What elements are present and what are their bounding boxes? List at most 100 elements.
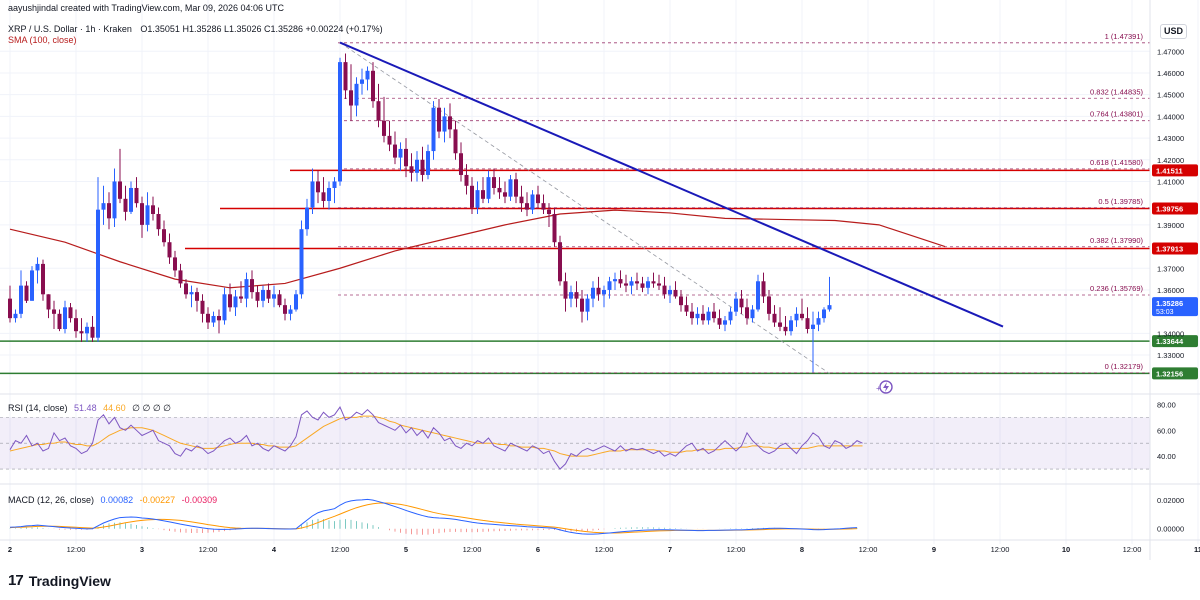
price-tick-label: 1.46000 bbox=[1157, 69, 1184, 78]
candle-body bbox=[299, 229, 304, 295]
currency-badge[interactable]: USD bbox=[1160, 24, 1188, 39]
candle-body bbox=[437, 107, 441, 132]
candle-body bbox=[558, 242, 562, 282]
fib-label: 0.618 (1.41580) bbox=[1090, 158, 1143, 167]
bearish-trendline[interactable] bbox=[339, 41, 1004, 328]
candle-body bbox=[371, 70, 375, 102]
time-tick-label: 12:00 bbox=[199, 545, 218, 554]
candle-body bbox=[360, 79, 364, 84]
candle-body bbox=[470, 185, 474, 208]
time-tick-label: 4 bbox=[272, 545, 277, 554]
candle-body bbox=[30, 270, 34, 301]
candle-body bbox=[640, 283, 645, 288]
tradingview-mark-icon: 17 bbox=[8, 572, 24, 589]
candle-body bbox=[453, 129, 458, 154]
countdown-text: 53:03 bbox=[1156, 309, 1174, 316]
rsi-ma-value: 44.60 bbox=[103, 403, 126, 413]
candle-body bbox=[503, 192, 507, 197]
candle-body bbox=[283, 305, 287, 314]
candle-body bbox=[387, 135, 392, 145]
candle-body bbox=[739, 298, 744, 308]
fib-retracement[interactable]: 1 (1.47391) 0.832 (1.44835) 0.764 (1.43801… bbox=[338, 32, 1150, 374]
candle-body bbox=[255, 292, 260, 301]
candle-body bbox=[800, 313, 804, 319]
price-tick-label: 1.34000 bbox=[1157, 329, 1184, 338]
candle-body bbox=[354, 83, 359, 106]
last-price-badge bbox=[1152, 297, 1198, 317]
candle-body bbox=[79, 331, 84, 334]
candle-body bbox=[145, 205, 150, 225]
candle-body bbox=[74, 318, 78, 332]
fib-label: 0.764 (1.43801) bbox=[1090, 110, 1143, 119]
time-tick-label: 3 bbox=[140, 545, 144, 554]
candle-body bbox=[657, 283, 661, 286]
candle-body bbox=[200, 300, 205, 314]
candle-body bbox=[706, 311, 711, 321]
candle-body bbox=[222, 294, 227, 321]
price-tick-label: 1.47000 bbox=[1157, 47, 1184, 56]
time-tick-label: 12:00 bbox=[727, 545, 746, 554]
candle-body bbox=[250, 279, 254, 293]
time-tick-label: 12:00 bbox=[67, 545, 86, 554]
candle-body bbox=[107, 203, 111, 219]
candle-body bbox=[596, 287, 601, 295]
fib-label: 0 (1.32179) bbox=[1105, 362, 1144, 371]
candle-body bbox=[734, 298, 738, 312]
candle-body bbox=[310, 181, 315, 208]
sma-100-line bbox=[9, 209, 946, 289]
time-tick-label: 10 bbox=[1062, 545, 1070, 554]
candle-body bbox=[569, 292, 573, 299]
sma-legend[interactable]: SMA (100, close) bbox=[8, 35, 77, 45]
fib-label: 0.236 (1.35769) bbox=[1090, 284, 1143, 293]
macd-line bbox=[9, 498, 858, 535]
fib-label: 1 (1.47391) bbox=[1105, 32, 1144, 41]
candle-body bbox=[57, 313, 62, 330]
candle-body bbox=[376, 101, 381, 121]
macd-legend[interactable]: MACD (12, 26, close) 0.00082 -0.00227 -0… bbox=[8, 495, 217, 506]
candle-body bbox=[745, 307, 749, 319]
candle-body bbox=[272, 294, 276, 299]
candle-body bbox=[404, 148, 408, 167]
candle-body bbox=[365, 70, 370, 80]
candle-body bbox=[695, 313, 700, 319]
tradingview-logo[interactable]: 17 TradingView bbox=[8, 572, 111, 589]
candle-body bbox=[41, 263, 45, 295]
rsi-line bbox=[9, 406, 863, 470]
candle-body bbox=[420, 159, 425, 175]
rsi-lines bbox=[9, 406, 863, 470]
svg-text:+: + bbox=[876, 384, 881, 393]
rsi-legend[interactable]: RSI (14, close) 51.48 44.60 ∅ ∅ ∅ ∅ bbox=[8, 403, 171, 414]
candle-body bbox=[481, 190, 485, 199]
lightning-icon[interactable]: + bbox=[876, 380, 893, 394]
trendline-path[interactable] bbox=[339, 41, 1004, 328]
candle-body bbox=[382, 120, 386, 136]
price-axis[interactable]: 1.47000 1.46000 1.45000 1.44000 1.43000 1.420… bbox=[1157, 47, 1184, 360]
candle-body bbox=[123, 198, 128, 212]
candle-body bbox=[211, 315, 216, 323]
time-tick-label: 12:00 bbox=[331, 545, 350, 554]
candle-body bbox=[783, 326, 788, 332]
price-tick-label: 1.45000 bbox=[1157, 91, 1184, 100]
candle-body bbox=[305, 207, 309, 230]
candle-body bbox=[646, 281, 650, 288]
candle-body bbox=[811, 324, 815, 330]
candle-body bbox=[464, 174, 469, 186]
rsi-value: 51.48 bbox=[74, 403, 97, 413]
time-axis[interactable]: 2 12:00 3 12:00 4 12:00 5 12:00 6 12:00 7 12:00 8 12:… bbox=[8, 545, 1200, 554]
time-tick-label: 6 bbox=[536, 545, 540, 554]
symbol-title[interactable]: XRP / U.S. Dollar · 1h · Kraken bbox=[8, 24, 132, 34]
level-badge-text: 1.41511 bbox=[1156, 166, 1183, 175]
candle-body bbox=[761, 281, 766, 297]
candle-body bbox=[448, 116, 452, 130]
macd-value: 0.00082 bbox=[100, 495, 134, 505]
candle-body bbox=[701, 313, 705, 321]
time-tick-label: 9 bbox=[932, 545, 936, 554]
candle-body bbox=[497, 187, 502, 193]
time-tick-label: 12:00 bbox=[1123, 545, 1142, 554]
candle-body bbox=[96, 209, 100, 338]
macd-tick-label: 0.00000 bbox=[1157, 525, 1184, 534]
candle-body bbox=[288, 309, 293, 314]
level-badge bbox=[1152, 242, 1198, 255]
